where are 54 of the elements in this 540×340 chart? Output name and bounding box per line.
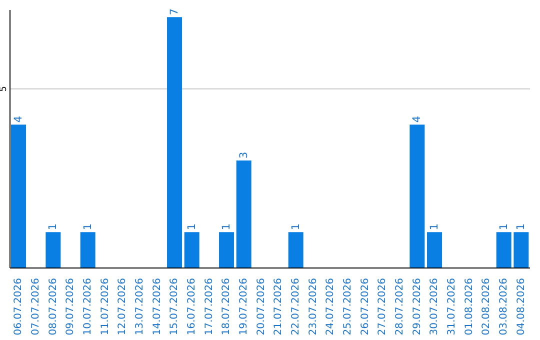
x-tick-label: 21.07.2026: [273, 278, 284, 336]
x-tick-label: 14.07.2026: [152, 278, 163, 336]
data-label: 4: [12, 116, 24, 123]
x-tick-label: 20.07.2026: [256, 278, 267, 336]
data-label: 1: [498, 223, 510, 230]
bar: [80, 232, 96, 268]
bar: [236, 160, 252, 268]
x-tick-label: 09.07.2026: [65, 278, 76, 336]
x-tick-label: 13.07.2026: [134, 278, 146, 336]
x-tick-label: 12.07.2026: [117, 278, 128, 336]
bar: [427, 232, 442, 268]
x-tick-label: 30.07.2026: [429, 278, 440, 336]
x-tick-label: 31.07.2026: [446, 278, 458, 336]
x-tick-label: 25.07.2026: [342, 278, 354, 336]
data-label: 1: [220, 223, 232, 230]
x-tick-label: 02.08.2026: [481, 278, 492, 336]
x-tick-label: 15.07.2026: [169, 278, 180, 336]
x-tick-label: 24.07.2026: [325, 278, 336, 336]
data-label: 1: [515, 223, 528, 230]
x-tick-label: 04.08.2026: [516, 278, 527, 336]
x-tick-label: 26.07.2026: [360, 278, 371, 336]
x-tick-label: 27.07.2026: [377, 278, 388, 336]
x-tick-label: 01.08.2026: [464, 278, 475, 336]
data-label: 3: [238, 152, 250, 158]
data-label: 7: [168, 8, 180, 16]
bar: [514, 232, 529, 268]
x-tick-label: 10.07.2026: [82, 278, 94, 336]
x-tick-label: 28.07.2026: [394, 278, 406, 336]
data-label: 1: [290, 223, 302, 230]
x-tick-label: 07.07.2026: [30, 278, 42, 336]
data-label: 1: [186, 223, 198, 230]
bar: [11, 124, 26, 268]
x-tick-label: 16.07.2026: [186, 278, 198, 336]
data-label: 1: [47, 223, 60, 230]
x-tick-label: 17.07.2026: [204, 278, 215, 336]
bar: [46, 232, 61, 268]
x-tick-label: 19.07.2026: [238, 278, 250, 336]
data-label: 4: [411, 116, 424, 123]
bar: [496, 232, 512, 268]
x-tick-label: 29.07.2026: [412, 278, 423, 336]
data-label: 1: [428, 223, 440, 230]
bar: [410, 124, 425, 268]
x-tick-label: 11.07.2026: [100, 278, 111, 336]
bar: [288, 232, 304, 268]
x-tick-label: 08.07.2026: [48, 278, 59, 336]
x-tick-label: 03.08.2026: [498, 278, 510, 336]
bar: [167, 17, 182, 268]
bar: [184, 232, 200, 268]
x-tick-label: 22.07.2026: [290, 278, 302, 336]
data-label: 1: [82, 223, 94, 230]
x-tick-label: 23.07.2026: [308, 278, 319, 336]
x-tick-label: 06.07.2026: [13, 278, 24, 336]
bar: [219, 232, 234, 268]
x-tick-label: 18.07.2026: [221, 278, 232, 336]
